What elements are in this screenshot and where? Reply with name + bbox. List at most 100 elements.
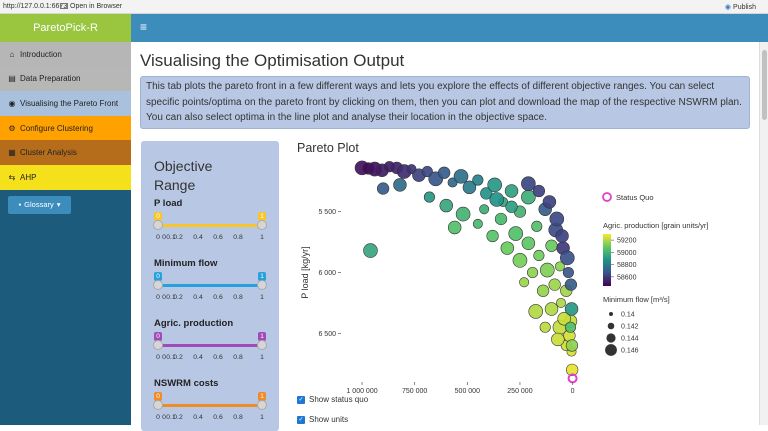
slider-label: P load [154, 198, 183, 209]
slider-tick-label: 0.4 [193, 234, 203, 241]
sidebar-item[interactable]: ⇆ AHP [0, 164, 131, 190]
slider-track[interactable] [158, 224, 262, 227]
slider-track[interactable] [158, 344, 262, 347]
show-status-quo-checkbox[interactable]: ✓ Show status quo [297, 395, 368, 404]
size-legend-marker [606, 333, 616, 343]
x-tick-label: 0 [571, 388, 575, 395]
scatter-point [531, 220, 543, 232]
scatter-point [519, 277, 530, 288]
colorbar-tick-label: 59000 [617, 250, 637, 257]
slider-tick-label: 0.6 [213, 294, 223, 301]
glossary-dropdown-button[interactable]: ▪ Glossary ▾ [8, 195, 71, 214]
slider-tick-label: 0.2 [173, 294, 183, 301]
slider-tick-label: 0 [156, 294, 160, 301]
slider-tick-label: 0.2 [173, 414, 183, 421]
show-units-checkbox[interactable]: ✓ Show units [297, 415, 348, 424]
publish-button[interactable]: ◉ Publish [725, 3, 756, 11]
grid-icon: ▦ [8, 148, 16, 158]
scrollbar-thumb[interactable] [762, 50, 767, 120]
slider-label: Agric. production [154, 318, 234, 329]
slider-track[interactable] [158, 284, 262, 287]
sidebar-item[interactable]: ⚙ Configure Clustering [0, 115, 131, 141]
scatter-point [554, 261, 565, 272]
publish-icon: ◉ [724, 4, 732, 11]
objective-range-title-line2: Range [154, 177, 196, 193]
scatter-point [438, 166, 451, 179]
objective-range-title: Objective Range [154, 157, 212, 195]
slider-track[interactable] [158, 404, 262, 407]
sidebar-menu: ⌂ Introduction ▤ Data Preparation ◉ Visualisi… [0, 42, 131, 190]
slider-max-handle[interactable] [257, 280, 267, 290]
slider-tick-label: 0.2 [173, 234, 183, 241]
size-legend-label: 0.14 [621, 312, 635, 319]
scatter-point [549, 211, 565, 227]
slider-min-handle[interactable] [153, 340, 163, 350]
slider-tick-label: 1 [260, 414, 264, 421]
slider-tick-label: 0 [156, 234, 160, 241]
scatter-point [564, 302, 579, 316]
colorbar [603, 234, 611, 286]
size-legend-marker [609, 312, 613, 316]
document-icon: ▤ [8, 74, 16, 84]
status-quo-legend-marker [602, 192, 612, 202]
scatter-point [562, 266, 574, 279]
scatter-point [504, 184, 519, 198]
range-slider: P load 0 1 0 0 0.1 0.2 0.4 0.6 0.8 1 [153, 198, 270, 254]
sidebar-item[interactable]: ⌂ Introduction [0, 42, 131, 67]
range-slider: NSWRM costs 0 1 0 0 0.1 0.2 0.4 0.6 0.8 1 [153, 378, 270, 431]
browser-window-icon [60, 3, 68, 9]
slider-tick-label: 0.1 [166, 234, 176, 241]
slider-min-badge: 0 [154, 272, 162, 281]
slider-min-badge: 0 [154, 212, 162, 221]
sidebar-toggle-icon[interactable]: ≡ [140, 20, 148, 34]
scatter-point [439, 198, 453, 213]
scatter-point [544, 302, 559, 316]
pareto-plot[interactable]: 5 500 6 000 6 500 1 000 000 750 000 500 000 25… [281, 155, 736, 395]
slider-min-handle[interactable] [153, 280, 163, 290]
slider-max-handle[interactable] [257, 220, 267, 230]
y-axis-label: P load [kg/yr] [300, 246, 310, 298]
slider-max-badge: 1 [258, 332, 266, 341]
size-legend-marker [607, 322, 615, 330]
slider-min-badge: 0 [154, 332, 162, 341]
range-slider: Minimum flow 0 1 0 0 0.1 0.2 0.4 0.6 0.8 1 [153, 258, 270, 314]
scatter-point [557, 312, 571, 326]
main-content: Visualising the Optimisation Output This… [131, 42, 759, 431]
checkbox-checked-icon: ✓ [297, 395, 305, 404]
slider-tick-label: 1 [260, 234, 264, 241]
eye-icon: ◉ [8, 98, 16, 108]
slider-tick-label: 0.8 [233, 414, 243, 421]
scatter-point [527, 266, 539, 279]
scatter-point [564, 278, 578, 291]
sidebar-item[interactable]: ◉ Visualising the Pareto Front [0, 91, 131, 116]
scatter-point [472, 174, 484, 186]
x-tick-label: 750 000 [402, 388, 427, 395]
slider-tick-label: 0 [162, 234, 166, 241]
slider-min-handle[interactable] [153, 400, 163, 410]
slider-ticks: 0 0 0.1 0.2 0.4 0.6 0.8 1 [154, 234, 270, 242]
slider-tick-label: 0.1 [166, 354, 176, 361]
slider-tick-label: 0.4 [193, 294, 203, 301]
slider-min-handle[interactable] [153, 220, 163, 230]
slider-ticks: 0 0 0.1 0.2 0.4 0.6 0.8 1 [154, 294, 270, 302]
sidebar-item[interactable]: ▦ Cluster Analysis [0, 140, 131, 165]
scatter-point [489, 192, 505, 207]
scatter-point [521, 236, 536, 251]
checkbox-checked-icon: ✓ [297, 415, 305, 424]
scatter-point [565, 339, 579, 352]
scatter-point [494, 212, 508, 226]
slider-max-handle[interactable] [257, 400, 267, 410]
y-tick-label: 6 000 [318, 270, 336, 277]
open-in-browser-button[interactable]: Open in Browser [60, 3, 122, 10]
page-scrollbar[interactable] [759, 42, 768, 425]
scatter-point [455, 206, 471, 222]
scatter-point [472, 218, 483, 229]
browser-url[interactable]: http://127.0.0.1:6673 [3, 3, 68, 10]
scatter-point [564, 321, 577, 333]
sidebar-item[interactable]: ▤ Data Preparation [0, 66, 131, 92]
pareto-plot-title: Pareto Plot [297, 141, 359, 155]
slider-max-handle[interactable] [257, 340, 267, 350]
scatter-point [542, 195, 557, 209]
sidebar-item-label: Configure Clustering [20, 123, 93, 133]
slider-tick-label: 0 [162, 414, 166, 421]
